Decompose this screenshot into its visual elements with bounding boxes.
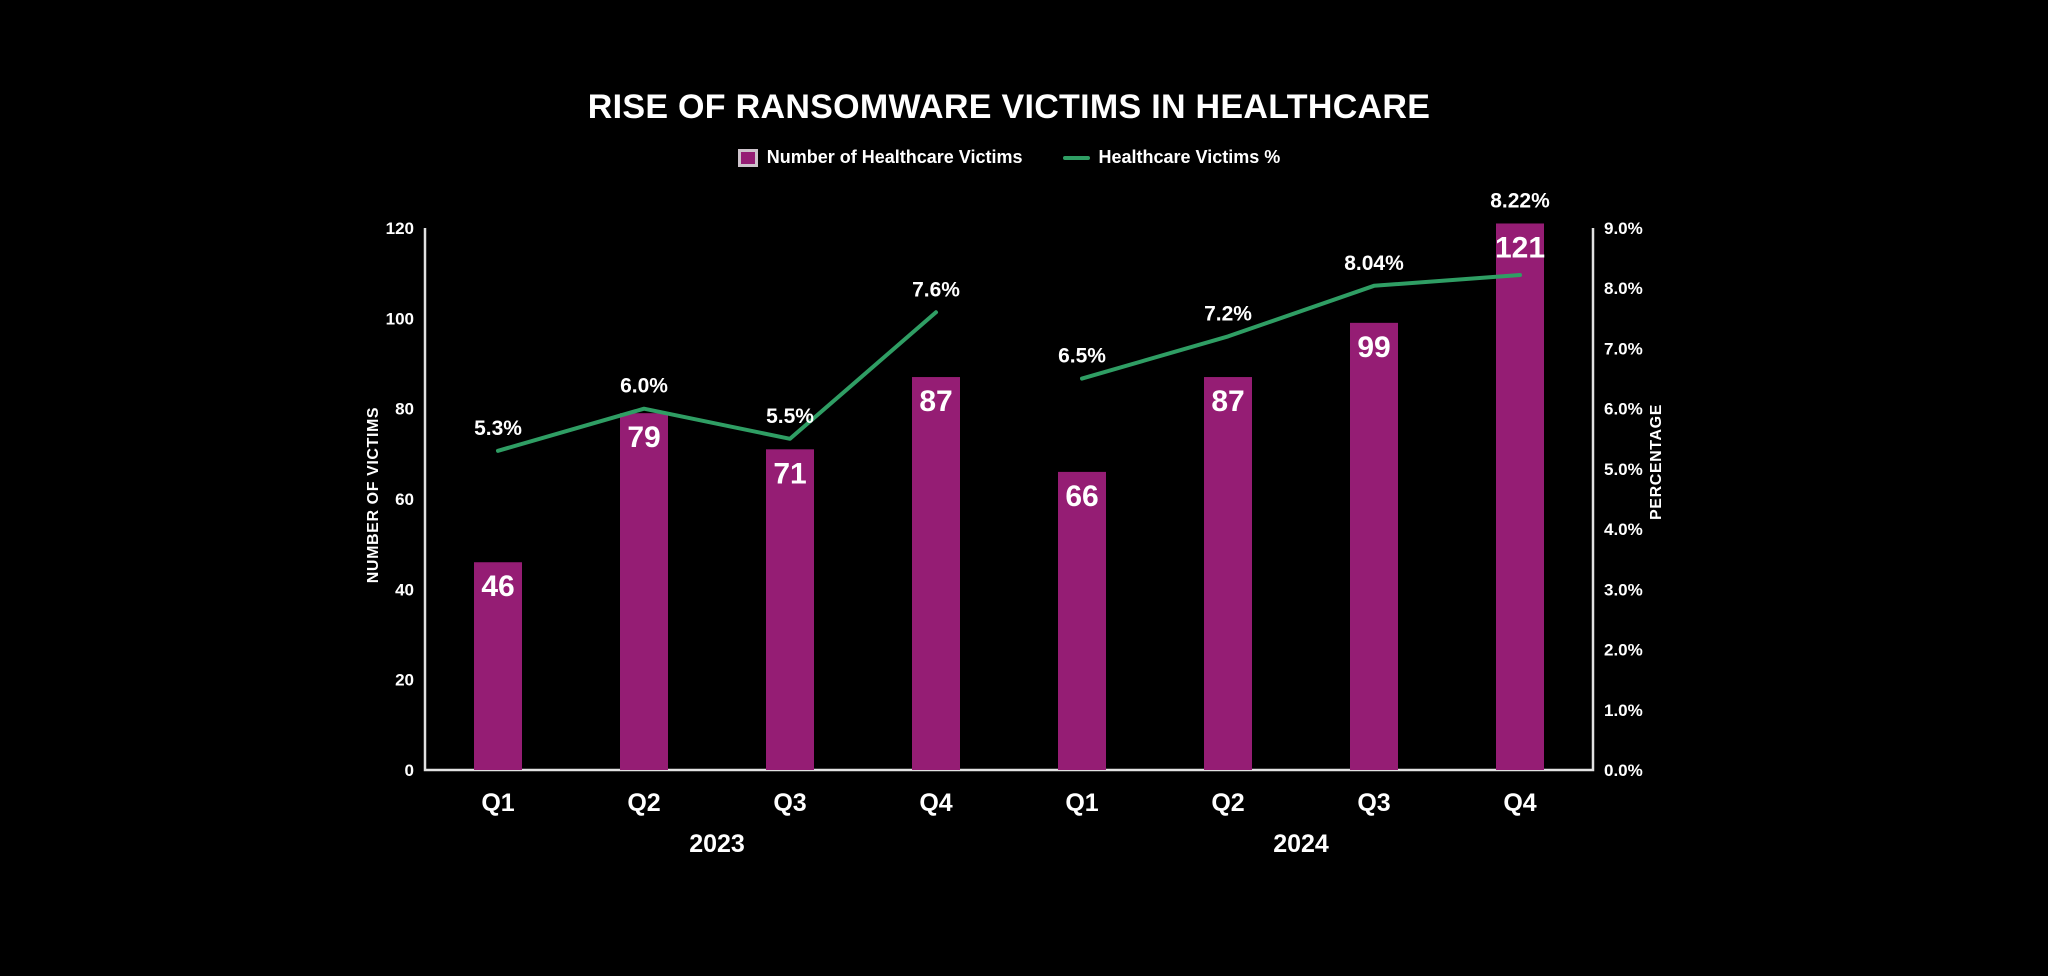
- percentage-line: [496, 310, 938, 453]
- right-axis-tick-label: 6.0%: [1604, 400, 1643, 419]
- legend-label-victims: Number of Healthcare Victims: [766, 147, 1023, 167]
- percentage-line: [1080, 273, 1522, 381]
- bar-value-label: 79: [627, 421, 660, 454]
- legend-label-percentage: Healthcare Victims %: [1098, 147, 1281, 167]
- percent-point-label: 5.5%: [766, 405, 814, 428]
- bar: [1350, 322, 1398, 770]
- bar: [912, 377, 960, 770]
- x-axis-category-label: Q3: [1357, 789, 1390, 817]
- bar: [474, 562, 522, 770]
- left-axis-tick-label: 40: [395, 580, 414, 599]
- x-axis-category-label: Q3: [773, 789, 806, 817]
- line-series-swatch-icon: [1062, 155, 1090, 160]
- axis-frame: [423, 228, 1595, 772]
- right-axis-tick-label: 3.0%: [1604, 580, 1643, 599]
- percent-point-label: 8.22%: [1490, 189, 1550, 212]
- bar-series-swatch-icon: [737, 148, 758, 167]
- right-axis-tick-label: 8.0%: [1604, 279, 1643, 298]
- bar: [1496, 223, 1544, 770]
- bar: [766, 449, 814, 770]
- bar: [620, 413, 668, 770]
- x-axis-category-label: Q4: [1503, 789, 1536, 817]
- left-axis-tick-label: 0: [405, 761, 414, 780]
- right-axis-tick-label: 0.0%: [1604, 761, 1643, 780]
- percent-point-label: 5.3%: [474, 417, 522, 440]
- bar-value-label: 66: [1065, 480, 1098, 513]
- right-axis-tick-label: 5.0%: [1604, 460, 1643, 479]
- bar-value-label: 87: [919, 385, 952, 418]
- left-axis-tick-label: 80: [395, 400, 414, 419]
- left-axis-tick-label: 100: [386, 309, 414, 328]
- right-axis-tick-label: 7.0%: [1604, 339, 1643, 358]
- bar: [1204, 377, 1252, 770]
- left-axis-tick-label: 20: [395, 671, 414, 690]
- percent-point-label: 7.2%: [1204, 302, 1252, 325]
- bar-value-label: 71: [773, 457, 806, 490]
- percent-point-label: 6.0%: [620, 375, 668, 398]
- percent-point-label: 7.6%: [912, 278, 960, 301]
- right-axis-tick-label: 4.0%: [1604, 520, 1643, 539]
- right-axis-tick-label: 9.0%: [1604, 219, 1643, 238]
- bar-value-label: 121: [1495, 231, 1545, 264]
- x-axis-category-label: Q4: [919, 789, 952, 817]
- x-axis-category-label: Q1: [481, 789, 514, 817]
- legend-item-percentage: Healthcare Victims %: [1062, 147, 1281, 168]
- left-axis-title: NUMBER OF VICTIMS: [365, 407, 382, 583]
- year-group-label: 2023: [689, 830, 745, 858]
- x-axis-category-label: Q1: [1065, 789, 1098, 817]
- left-axis-tick-label: 120: [386, 219, 414, 238]
- percent-point-label: 8.04%: [1344, 252, 1404, 275]
- x-axis-category-label: Q2: [1211, 789, 1244, 817]
- percent-point-label: 6.5%: [1058, 345, 1106, 368]
- chart-title: RISE OF RANSOMWARE VICTIMS IN HEALTHCARE: [587, 88, 1431, 126]
- bar-value-label: 99: [1357, 331, 1390, 364]
- right-axis-tick-label: 1.0%: [1604, 701, 1643, 720]
- x-axis-category-label: Q2: [627, 789, 660, 817]
- left-axis-tick-label: 60: [395, 490, 414, 509]
- right-axis-tick-label: 2.0%: [1604, 641, 1643, 660]
- legend: Number of Healthcare Victims Healthcare …: [425, 147, 1593, 168]
- bar-value-label: 87: [1211, 385, 1244, 418]
- legend-item-victims: Number of Healthcare Victims: [737, 147, 1023, 168]
- right-axis-title: PERCENTAGE: [1648, 404, 1665, 520]
- year-group-label: 2024: [1273, 830, 1329, 858]
- bar: [1058, 471, 1106, 770]
- bar-value-label: 46: [481, 570, 514, 603]
